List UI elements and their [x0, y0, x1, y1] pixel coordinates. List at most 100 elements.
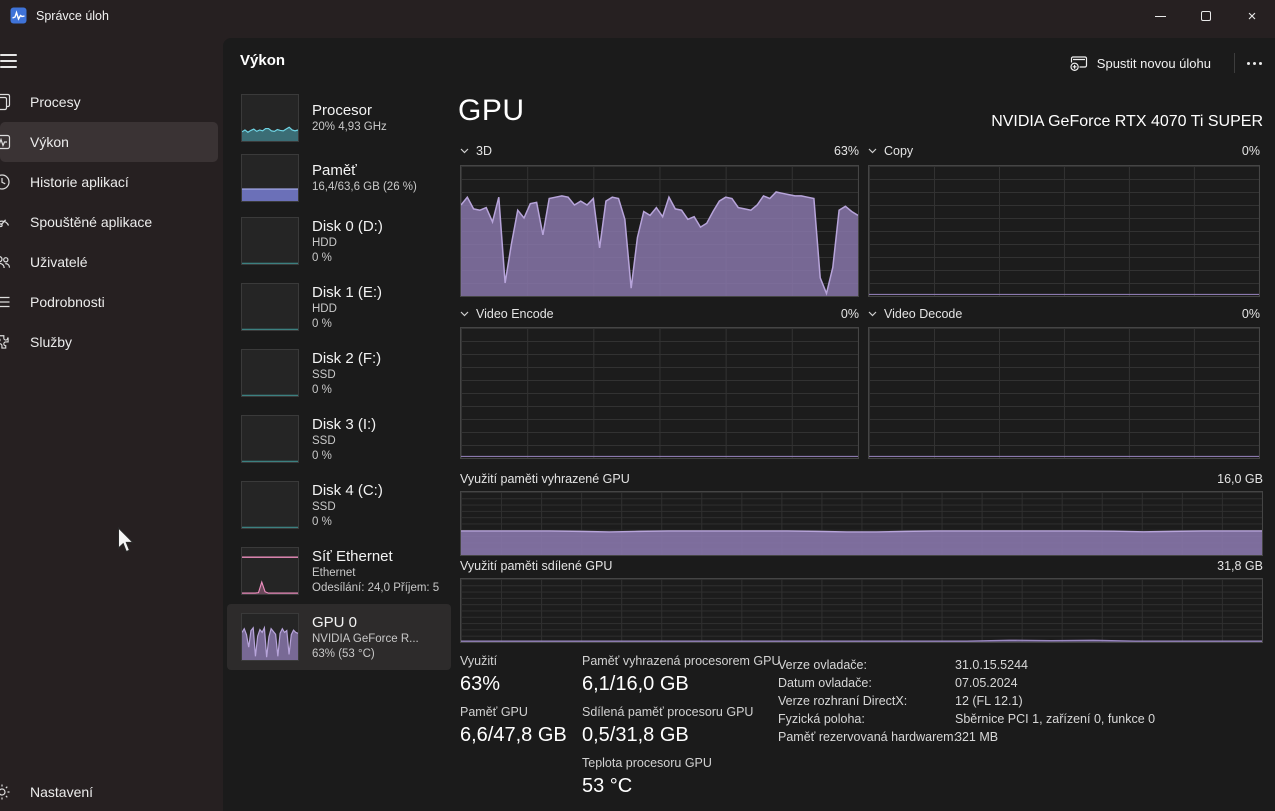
chart-video-decode-value: 0%: [1241, 307, 1260, 321]
ellipsis-icon: [1246, 61, 1250, 65]
minimize-button[interactable]: [1137, 0, 1183, 32]
perf-item-cpu[interactable]: Procesor 20% 4,93 GHz: [227, 88, 451, 148]
disk-0-thumbnail: [241, 217, 299, 265]
detail-label: Paměť rezervovaná hardwarem:: [778, 730, 958, 744]
performance-sidebar-list: Procesor 20% 4,93 GHz Paměť 16,4/63,6 GB…: [223, 88, 451, 811]
sidebar: Procesy Výkon Historie aplikací Spouštěné a…: [0, 32, 223, 811]
chart-header-3d: 3D 63%: [460, 143, 859, 159]
detail-row: Verze ovladače: 31.0.15.5244: [778, 656, 1155, 674]
detail-value: 12 (FL 12.1): [955, 694, 1023, 708]
perf-item-gpu-0[interactable]: GPU 0 NVIDIA GeForce R... 63% (53 °C): [227, 604, 451, 670]
perf-item-title: Paměť: [312, 162, 357, 179]
sidebar-item-app-history[interactable]: Historie aplikací: [0, 162, 218, 202]
disk-4-thumbnail: [241, 481, 299, 529]
sidebar-item-label: Podrobnosti: [30, 294, 105, 310]
detail-row: Paměť rezervovaná hardwarem: 321 MB: [778, 728, 1155, 746]
stat-shared-memory: Sdílená paměť procesoru GPU 0,5/31,8 GB: [582, 705, 754, 746]
run-new-task-label: Spustit novou úlohu: [1096, 55, 1211, 71]
gpu-section-title: GPU: [458, 94, 525, 127]
chevron-down-icon[interactable]: [868, 311, 877, 317]
perf-item-disk-2[interactable]: Disk 2 (F:) SSD 0 %: [227, 340, 451, 406]
sidebar-item-label: Výkon: [30, 134, 69, 150]
toolbar-divider: [1234, 53, 1235, 73]
sidebar-item-label: Uživatelé: [30, 254, 88, 270]
chart-shared-memory: [460, 578, 1263, 643]
perf-item-disk-4[interactable]: Disk 4 (C:) SSD 0 %: [227, 472, 451, 538]
startup-icon: [0, 213, 11, 231]
sidebar-item-startup-apps[interactable]: Spouštěné aplikace: [0, 202, 218, 242]
content-area: Výkon Spustit novou úlohu Procesor 20% 4…: [223, 38, 1275, 811]
sidebar-item-label: Spouštěné aplikace: [30, 214, 153, 230]
performance-icon: [0, 133, 11, 151]
shared-memory-label-row: Využití paměti sdílené GPU 31,8 GB: [460, 559, 1263, 573]
sidebar-item-processes[interactable]: Procesy: [0, 82, 218, 122]
perf-item-subtitle2: 63% (53 °C): [312, 647, 375, 660]
gpu-device-name: NVIDIA GeForce RTX 4070 Ti SUPER: [991, 113, 1263, 130]
sidebar-item-performance[interactable]: Výkon: [0, 122, 218, 162]
dedicated-memory-label-row: Využití paměti vyhrazené GPU 16,0 GB: [460, 472, 1263, 486]
perf-item-title: GPU 0: [312, 613, 358, 631]
detail-row: Datum ovladače: 07.05.2024: [778, 674, 1155, 692]
chevron-down-icon[interactable]: [460, 148, 469, 154]
gpu-0-thumbnail: [241, 613, 299, 661]
perf-item-subtitle: 16,4/63,6 GB (26 %): [312, 181, 417, 193]
processes-icon: [0, 93, 11, 111]
perf-item-ethernet[interactable]: Síť Ethernet Ethernet Odesílání: 24,0 Př…: [227, 538, 451, 604]
perf-item-subtitle: NVIDIA GeForce R...: [312, 632, 419, 645]
chart-video-decode: [868, 327, 1260, 459]
perf-item-title: Disk 1 (E:): [312, 283, 383, 301]
perf-item-subtitle2: 0 %: [312, 383, 332, 396]
menu-toggle-button[interactable]: [0, 52, 26, 70]
maximize-icon: [1201, 11, 1211, 21]
detail-value: Sběrnice PCI 1, zařízení 0, funkce 0: [955, 712, 1156, 726]
perf-item-subtitle2: 0 %: [312, 515, 332, 528]
run-new-task-button[interactable]: Spustit novou úlohu: [1060, 48, 1221, 78]
perf-item-title: Disk 3 (I:): [312, 415, 377, 433]
chevron-down-icon[interactable]: [868, 148, 877, 154]
sidebar-item-label: Historie aplikací: [30, 174, 129, 190]
maximize-button[interactable]: [1183, 0, 1229, 32]
app-icon: [10, 7, 27, 24]
ethernet-thumbnail: [241, 547, 299, 595]
detail-value: 31.0.15.5244: [955, 658, 1028, 672]
perf-item-disk-3[interactable]: Disk 3 (I:) SSD 0 %: [227, 406, 451, 472]
chart-copy-value: 0%: [1241, 144, 1260, 158]
memory-thumbnail: [241, 154, 299, 202]
detail-row: Fyzická poloha: Sběrnice PCI 1, zařízení …: [778, 710, 1155, 728]
more-options-button[interactable]: [1239, 48, 1269, 78]
sidebar-item-services[interactable]: Služby: [0, 322, 218, 362]
perf-item-subtitle: Ethernet: [312, 566, 356, 579]
perf-item-memory[interactable]: Paměť 16,4/63,6 GB (26 %): [227, 148, 451, 208]
close-button[interactable]: ×: [1229, 0, 1275, 32]
detail-row: Verze rozhraní DirectX: 12 (FL 12.1): [778, 692, 1155, 710]
perf-item-disk-0[interactable]: Disk 0 (D:) HDD 0 %: [227, 208, 451, 274]
chevron-down-icon[interactable]: [460, 311, 469, 317]
chart-header-copy: Copy 0%: [868, 143, 1260, 159]
chart-video-encode-value: 0%: [840, 307, 859, 321]
shared-memory-max: 31,8 GB: [1217, 559, 1263, 573]
sidebar-item-users[interactable]: Uživatelé: [0, 242, 218, 282]
chart-copy: [868, 165, 1260, 297]
detail-value: 07.05.2024: [955, 676, 1018, 690]
perf-item-title: Disk 4 (C:): [312, 481, 383, 499]
sidebar-item-label: Procesy: [30, 94, 81, 110]
detail-label: Datum ovladače:: [778, 676, 872, 690]
perf-item-disk-1[interactable]: Disk 1 (E:) HDD 0 %: [227, 274, 451, 340]
sidebar-nav: Procesy Výkon Historie aplikací Spouštěné a…: [0, 82, 223, 362]
history-icon: [0, 173, 11, 191]
disk-2-thumbnail: [241, 349, 299, 397]
detail-label: Fyzická poloha:: [778, 712, 865, 726]
perf-item-subtitle: SSD: [312, 434, 336, 447]
chart-dedicated-memory: [460, 491, 1263, 556]
users-icon: [0, 253, 11, 271]
sidebar-item-details[interactable]: Podrobnosti: [0, 282, 218, 322]
sidebar-item-settings[interactable]: Nastavení: [0, 775, 218, 809]
perf-item-subtitle2: Odesílání: 24,0 Příjem: 5: [312, 581, 440, 594]
perf-item-subtitle: SSD: [312, 500, 336, 513]
close-icon: ×: [1247, 7, 1257, 25]
perf-item-subtitle: HDD: [312, 236, 337, 249]
detail-label: Verze rozhraní DirectX:: [778, 694, 908, 708]
perf-item-title: Síť Ethernet: [312, 547, 393, 565]
window-controls: ×: [1137, 0, 1275, 32]
